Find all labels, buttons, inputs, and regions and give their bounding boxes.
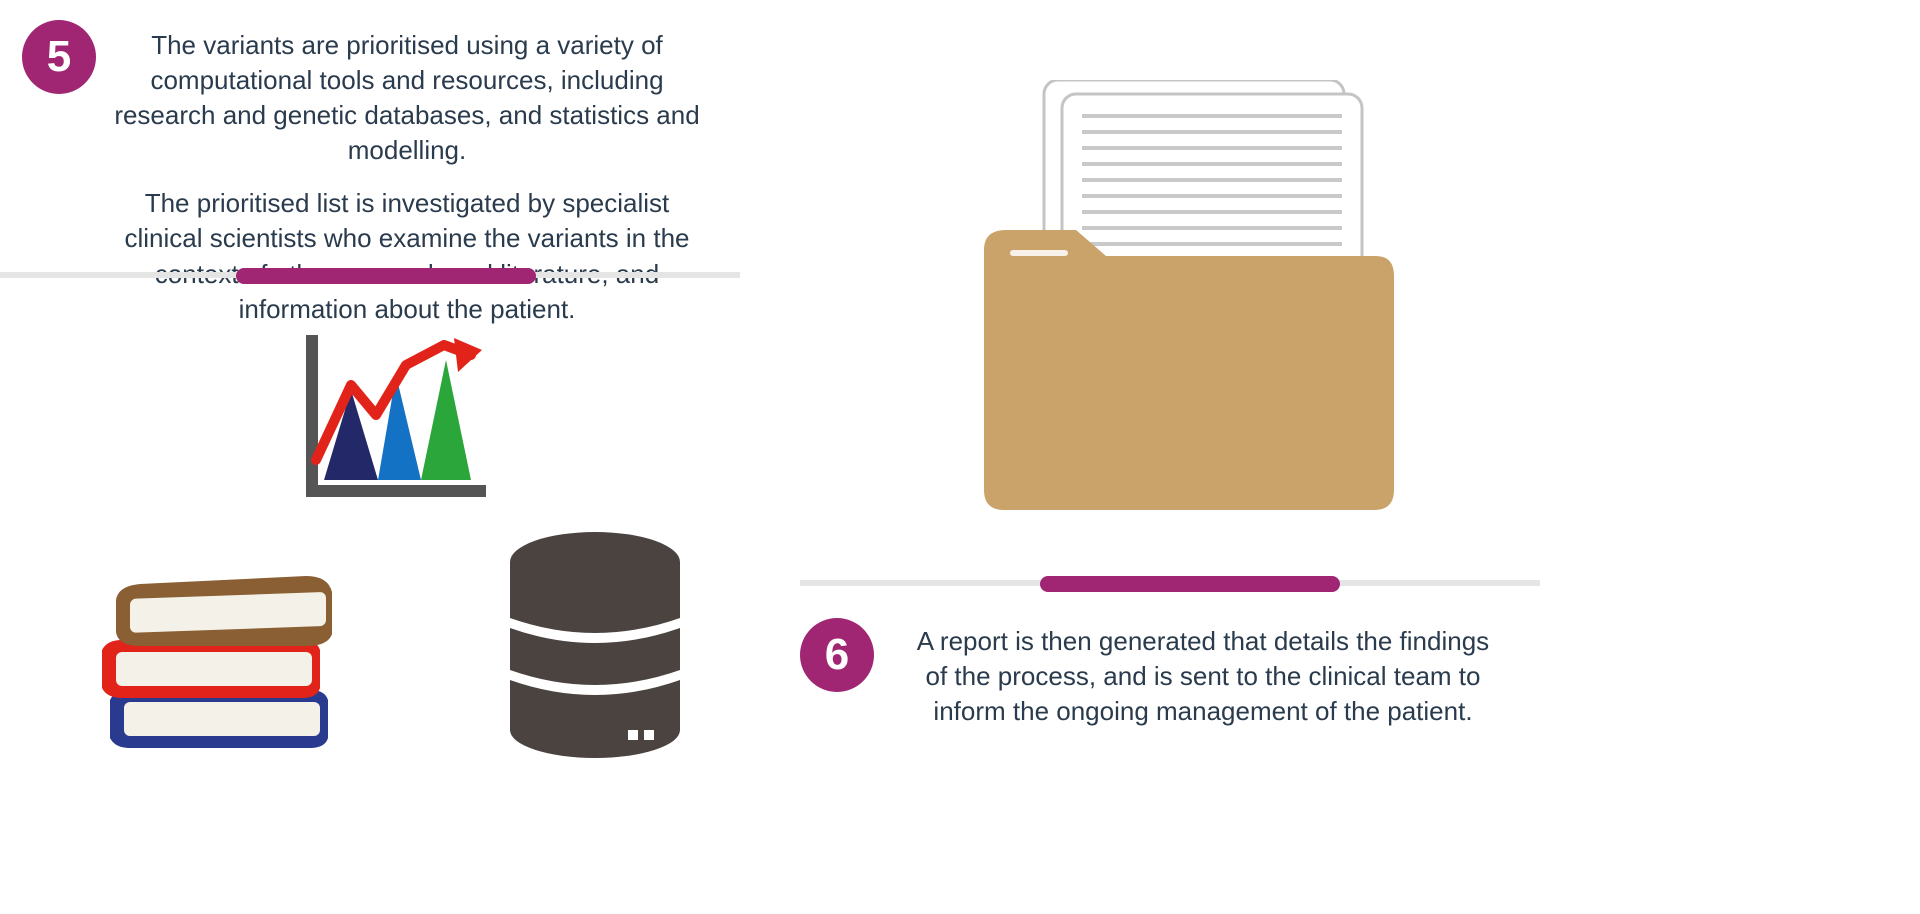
step-5-number: 5 [47, 32, 71, 82]
chart-icon [296, 330, 496, 510]
database-icon [500, 530, 690, 760]
step-6-badge: 6 [800, 618, 874, 692]
step-5-badge: 5 [22, 20, 96, 94]
folder-report-icon [966, 80, 1396, 510]
step-6-divider-mark [1040, 576, 1340, 592]
step-5-paragraph-1: The variants are prioritised using a var… [112, 28, 702, 168]
step-6-text: A report is then generated that details … [908, 624, 1498, 729]
books-icon [90, 540, 340, 760]
step-6-paragraph-1: A report is then generated that details … [908, 624, 1498, 729]
step-5-divider-mark [236, 268, 536, 284]
step-6-number: 6 [825, 630, 849, 680]
step-5-paragraph-2: The prioritised list is investigated by … [112, 186, 702, 326]
